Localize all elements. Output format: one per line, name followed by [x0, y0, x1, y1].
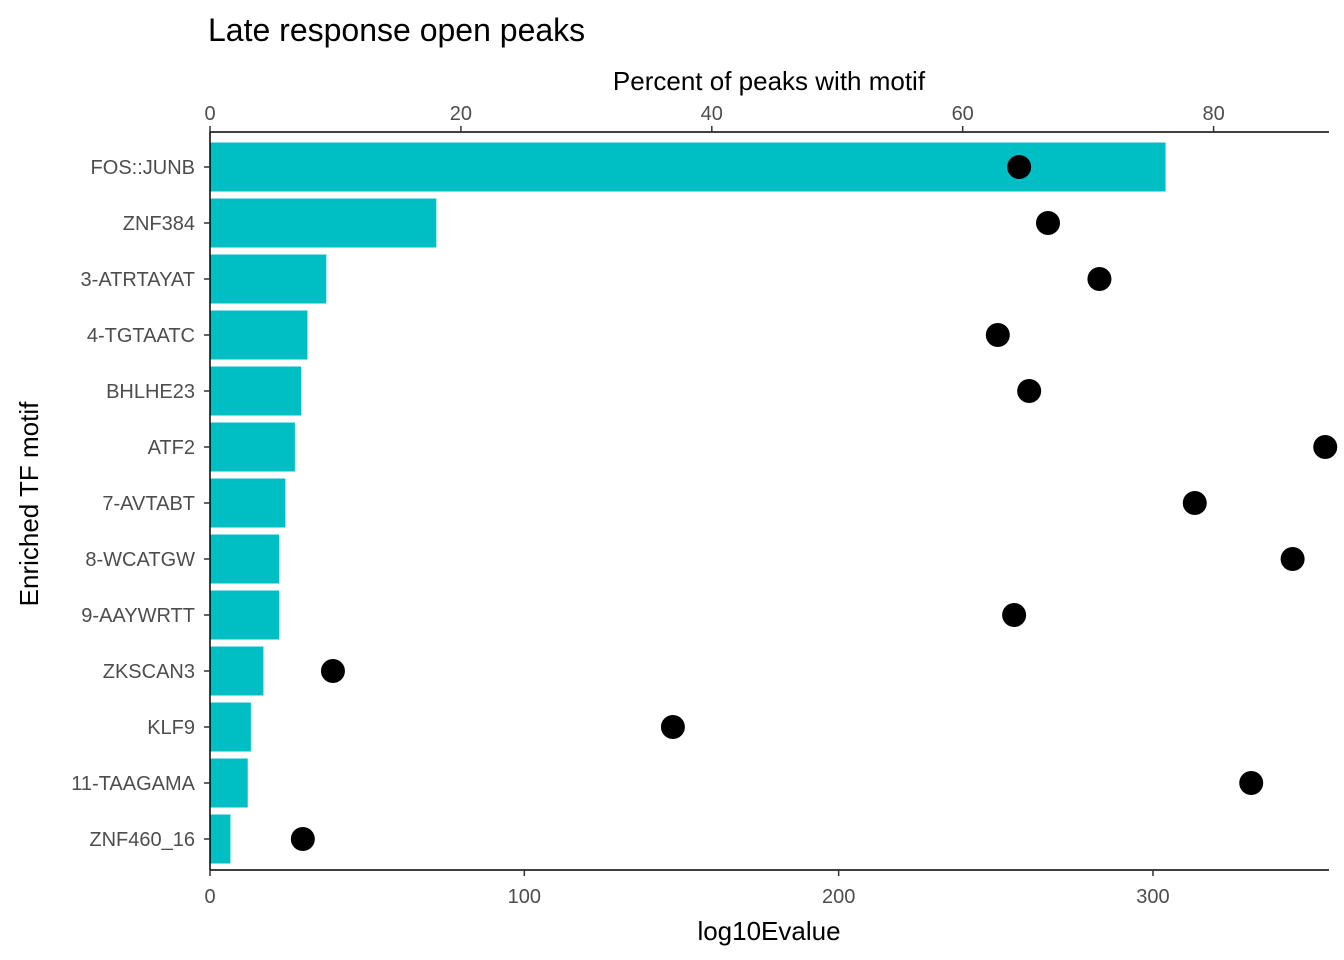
data-point — [1313, 435, 1338, 459]
bottom-axis-title: log10Evalue — [697, 916, 840, 946]
top-x-tick-label: 0 — [204, 103, 215, 125]
y-tick-label: 8-WCATGW — [85, 549, 195, 571]
data-point — [1007, 155, 1032, 179]
data-point — [1182, 491, 1207, 515]
bar — [210, 310, 308, 360]
data-point — [290, 827, 315, 851]
top-x-tick-label: 20 — [450, 103, 472, 125]
data-point — [1239, 771, 1264, 795]
y-tick-label: 7-AVTABT — [102, 493, 195, 515]
top-x-tick-label: 80 — [1202, 103, 1224, 125]
bottom-x-tick-label: 300 — [1136, 886, 1169, 908]
top-x-tick-label: 40 — [701, 103, 723, 125]
y-tick-label: BHLHE23 — [106, 381, 195, 403]
data-point — [1280, 547, 1305, 571]
y-tick-label: ZNF460_16 — [89, 829, 195, 851]
y-tick-label: KLF9 — [147, 717, 195, 739]
bar — [210, 422, 295, 472]
bar — [210, 702, 251, 752]
data-point — [1087, 267, 1112, 291]
plot-area: FOS::JUNBZNF3843-ATRTAYAT4-TGTAATCBHLHE2… — [71, 103, 1338, 908]
data-point — [320, 659, 345, 683]
data-point — [985, 323, 1010, 347]
bar — [210, 534, 280, 584]
bar — [210, 646, 264, 696]
bar — [210, 758, 248, 808]
top-axis-title: Percent of peaks with motif — [613, 66, 926, 96]
bar — [210, 198, 437, 248]
y-tick-label: 3-ATRTAYAT — [81, 269, 195, 291]
data-point — [660, 715, 685, 739]
chart-title: Late response open peaks — [208, 12, 585, 48]
y-tick-label: ATF2 — [148, 437, 195, 459]
bottom-x-tick-label: 200 — [822, 886, 855, 908]
bar — [210, 366, 302, 416]
data-point — [1017, 379, 1042, 403]
y-tick-label: ZKSCAN3 — [103, 661, 195, 683]
y-tick-label: 9-AAYWRTT — [81, 605, 195, 627]
y-tick-label: FOS::JUNB — [91, 157, 195, 179]
y-axis-title: Enriched TF motif — [14, 401, 44, 606]
bottom-x-tick-label: 100 — [508, 886, 541, 908]
bar — [210, 142, 1166, 192]
top-x-tick-label: 60 — [952, 103, 974, 125]
bottom-x-tick-label: 0 — [204, 886, 215, 908]
data-point — [1002, 603, 1027, 627]
bar — [210, 254, 327, 304]
data-point — [1035, 211, 1060, 235]
bar — [210, 590, 280, 640]
y-tick-label: 4-TGTAATC — [87, 325, 195, 347]
bar — [210, 478, 286, 528]
bar — [210, 814, 231, 864]
y-tick-label: 11-TAAGAMA — [71, 773, 195, 795]
y-tick-label: ZNF384 — [123, 213, 195, 235]
